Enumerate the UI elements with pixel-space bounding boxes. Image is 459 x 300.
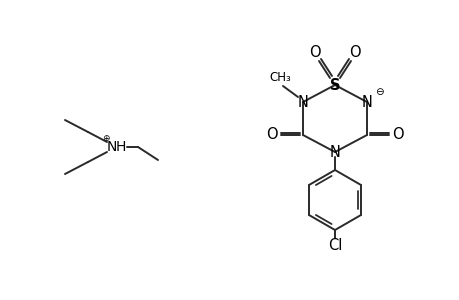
Text: N: N (361, 94, 372, 110)
Text: S: S (329, 77, 340, 92)
Text: O: O (348, 44, 360, 59)
Text: O: O (308, 44, 320, 59)
Text: N: N (297, 94, 308, 110)
Text: O: O (392, 127, 403, 142)
Text: N: N (329, 145, 340, 160)
Text: Cl: Cl (327, 238, 341, 253)
Text: CH₃: CH₃ (269, 70, 290, 83)
Text: H: H (116, 140, 126, 154)
Text: ⊖: ⊖ (374, 87, 382, 97)
Text: N: N (106, 140, 117, 154)
Text: O: O (266, 127, 277, 142)
Text: ⊕: ⊕ (102, 134, 110, 142)
